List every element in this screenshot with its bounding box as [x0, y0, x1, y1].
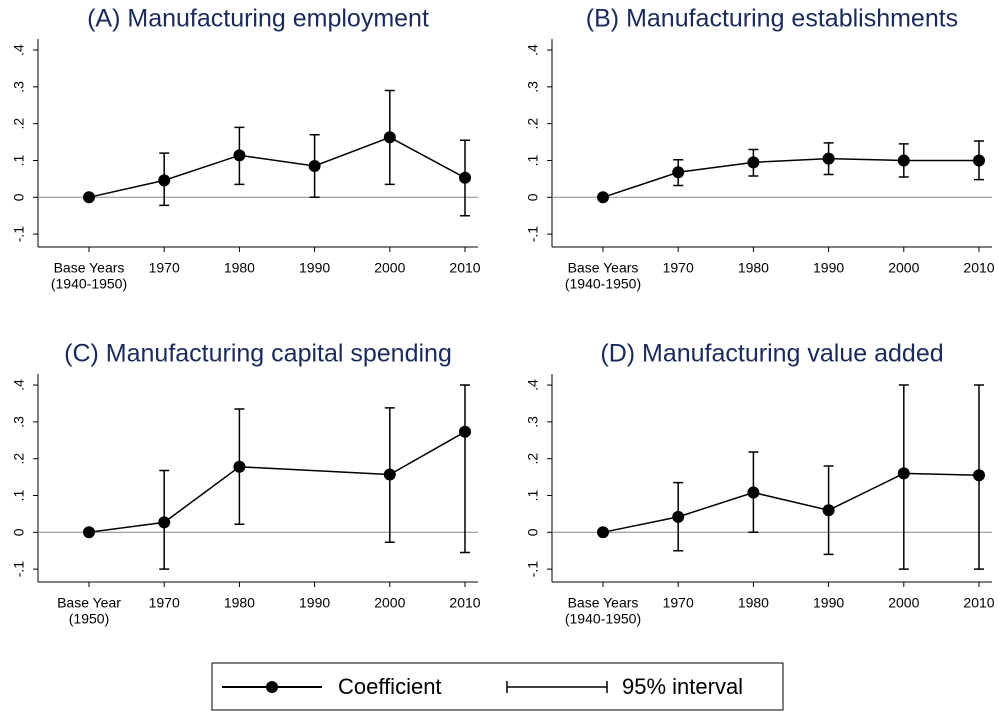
x-tick-label: 1970 [149, 260, 180, 276]
y-tick-label: .4 [11, 44, 27, 56]
y-tick-label: .2 [525, 118, 541, 130]
x-tick-label: (1940-1950) [565, 611, 641, 627]
panel: (D) Manufacturing value added -.1 0 .1 .2 .3.… [525, 340, 995, 627]
error-bar [460, 384, 470, 554]
x-tick-label: 2010 [449, 260, 480, 276]
x-tick-label: Base Years [54, 260, 125, 276]
panel: (A) Manufacturing employment -.1 0 .1 .2 .3 .4… [11, 5, 481, 292]
coefficient-line [88, 136, 466, 199]
x-tick-label: 1980 [224, 260, 255, 276]
legend-label: 95% interval [622, 674, 743, 699]
x-tick-label: (1950) [69, 611, 109, 627]
x-tick-label: 2010 [963, 260, 994, 276]
x-tick-label: Base Year [57, 595, 121, 611]
y-tick-label: .4 [525, 44, 541, 56]
x-tick-label: 1980 [738, 595, 769, 611]
x-tick-label: 1990 [299, 595, 330, 611]
coefficient-marker [897, 154, 910, 167]
x-tick-label: 2010 [449, 595, 480, 611]
coefficient-marker [383, 468, 396, 481]
x-tick-label: 1990 [813, 595, 844, 611]
coefficient-line [88, 431, 466, 534]
coefficient-marker [973, 154, 985, 167]
x-tick-label: 2000 [888, 260, 919, 276]
x-tick-label: 2010 [963, 595, 994, 611]
coefficient-marker [158, 516, 171, 529]
panel-title: (D) Manufacturing value added [600, 340, 943, 368]
y-tick-label: .3 [11, 81, 27, 93]
y-tick-label: 0 [11, 193, 27, 201]
x-tick-label: 1970 [663, 260, 694, 276]
y-tick-label: 0 [525, 193, 541, 201]
y-tick-label: .1 [525, 489, 541, 501]
x-tick-label: 2000 [888, 595, 919, 611]
y-tick-label: .4 [525, 379, 541, 391]
coefficient-marker [822, 504, 835, 517]
coefficient-marker [672, 166, 685, 179]
coefficient-marker [459, 425, 471, 438]
y-tick-label: -.1 [11, 226, 27, 243]
coefficient-marker [83, 526, 95, 539]
legend-label: Coefficient [338, 674, 442, 699]
panel-title: (C) Manufacturing capital spending [64, 340, 452, 368]
panel: (B) Manufacturing establishments -.1 0 .1 .2… [525, 5, 995, 292]
y-tick-label: -.1 [525, 561, 541, 578]
coefficient-marker [83, 191, 95, 204]
y-tick-label: .3 [525, 416, 541, 428]
panel: (C) Manufacturing capital spending -.1 0 .1… [11, 340, 481, 627]
y-tick-label: .1 [525, 154, 541, 166]
panel-title: (B) Manufacturing establishments [586, 5, 958, 33]
x-tick-label: 1970 [663, 595, 694, 611]
panel-title: (A) Manufacturing employment [87, 5, 429, 33]
coefficient-marker [308, 160, 321, 173]
y-tick-label: -.1 [11, 561, 27, 578]
coefficient-marker [597, 526, 609, 539]
legend-box [211, 662, 784, 711]
coefficient-marker [822, 152, 835, 165]
coefficient-marker [233, 460, 246, 473]
legend-marker [266, 681, 278, 693]
coefficient-marker [672, 510, 685, 523]
coefficient-marker [747, 486, 760, 499]
coefficient-marker [597, 191, 609, 204]
coefficient-marker [383, 131, 396, 144]
y-tick-label: .4 [11, 379, 27, 391]
coefficient-line [602, 472, 980, 534]
coefficient-line [602, 157, 979, 199]
y-tick-label: .2 [11, 118, 27, 130]
coefficient-marker [897, 467, 910, 480]
y-tick-label: 0 [11, 528, 27, 536]
x-tick-label: Base Years [568, 260, 639, 276]
coefficient-marker [747, 156, 760, 169]
x-tick-label: 1980 [738, 260, 769, 276]
y-tick-label: .2 [525, 453, 541, 465]
x-tick-label: 1990 [299, 260, 330, 276]
x-tick-label: 2000 [374, 595, 405, 611]
coefficient-marker [158, 174, 171, 187]
y-tick-label: .1 [11, 154, 27, 166]
legend: Coefficient 95% interval [211, 662, 784, 711]
coefficient-marker [233, 149, 246, 162]
coefficient-marker [973, 469, 985, 482]
x-tick-label: (1940-1950) [51, 276, 127, 292]
x-tick-label: 1990 [813, 260, 844, 276]
y-tick-label: -.1 [525, 226, 541, 243]
x-tick-label: Base Years [568, 595, 639, 611]
y-tick-label: .1 [11, 489, 27, 501]
coefficient-marker [459, 171, 471, 184]
x-tick-label: (1940-1950) [565, 276, 641, 292]
y-tick-label: .2 [11, 453, 27, 465]
y-tick-label: .3 [525, 81, 541, 93]
y-tick-label: 0 [525, 528, 541, 536]
y-tick-label: .3 [11, 416, 27, 428]
x-tick-label: 1970 [149, 595, 180, 611]
x-tick-label: 2000 [374, 260, 405, 276]
x-tick-label: 1980 [224, 595, 255, 611]
